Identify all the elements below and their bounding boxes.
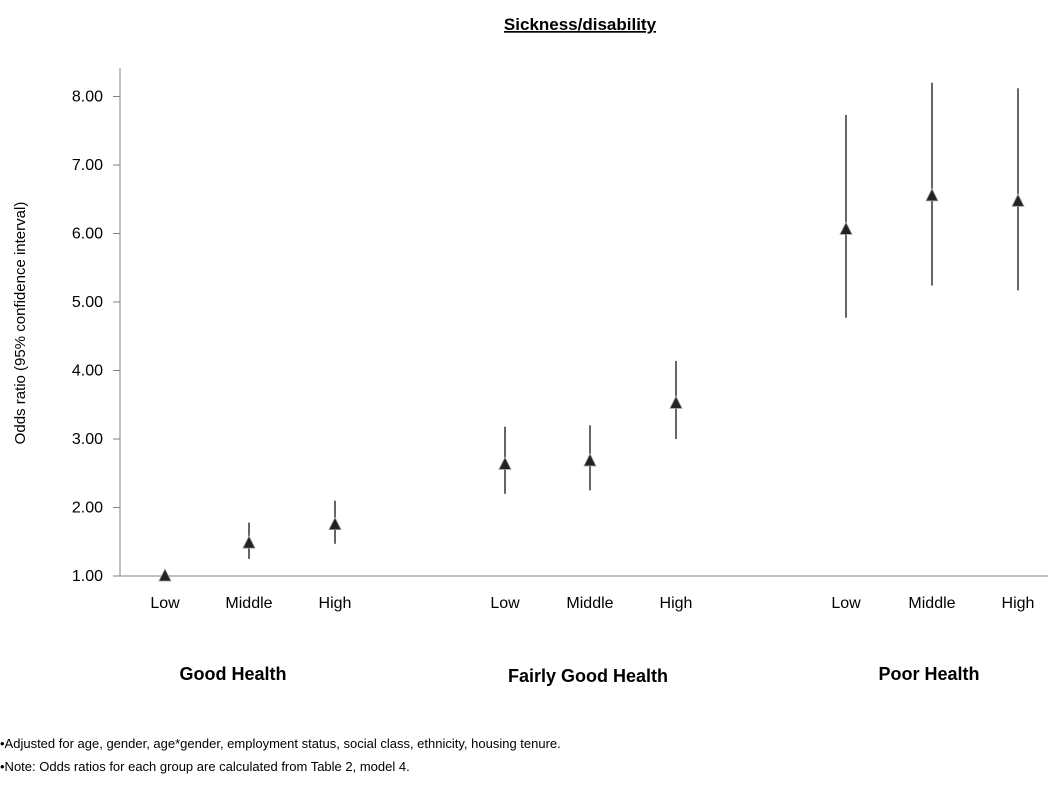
data-points <box>158 82 1025 582</box>
point-marker <box>839 221 853 235</box>
footnote-source: •Note: Odds ratios for each group are ca… <box>0 759 410 774</box>
footnote-adjusted: •Adjusted for age, gender, age*gender, e… <box>0 736 561 751</box>
point-marker <box>583 453 597 467</box>
x-tick-label: Low <box>831 595 861 612</box>
x-tick-label: High <box>1002 595 1035 612</box>
y-tick-label: 1.00 <box>72 568 103 585</box>
y-tick-labels: 1.00 2.00 3.00 4.00 5.00 6.00 7.00 8.00 <box>72 89 120 585</box>
point-marker <box>669 395 683 409</box>
y-axis-label: Odds ratio (95% confidence interval) <box>12 202 29 445</box>
point-marker <box>242 535 256 549</box>
group-label: Fairly Good Health <box>508 666 668 686</box>
y-tick-label: 6.00 <box>72 226 103 243</box>
chart-title: Sickness/disability <box>504 15 657 34</box>
y-tick-label: 5.00 <box>72 294 103 311</box>
y-tick-label: 2.00 <box>72 500 103 517</box>
x-tick-label: Low <box>490 595 520 612</box>
y-tick-label: 4.00 <box>72 363 103 380</box>
point-marker <box>498 456 512 470</box>
x-tick-label: Middle <box>566 595 613 612</box>
x-tick-label: Middle <box>225 595 272 612</box>
group-label: Poor Health <box>878 664 979 684</box>
x-tick-label: High <box>660 595 693 612</box>
point-marker <box>328 516 342 531</box>
x-tick-label: Middle <box>908 595 955 612</box>
x-tick-label: High <box>319 595 352 612</box>
y-tick-label: 7.00 <box>72 157 103 174</box>
group-label: Good Health <box>180 664 287 684</box>
x-tick-labels: Low Middle High Low Middle High Low Middle High <box>150 595 1034 612</box>
y-tick-label: 8.00 <box>72 89 103 106</box>
point-marker <box>925 187 939 202</box>
point-marker <box>1011 193 1025 207</box>
y-tick-label: 3.00 <box>72 431 103 448</box>
point-marker <box>158 568 172 582</box>
group-labels: Good Health Fairly Good Health Poor Health <box>180 664 980 686</box>
x-tick-label: Low <box>150 595 180 612</box>
